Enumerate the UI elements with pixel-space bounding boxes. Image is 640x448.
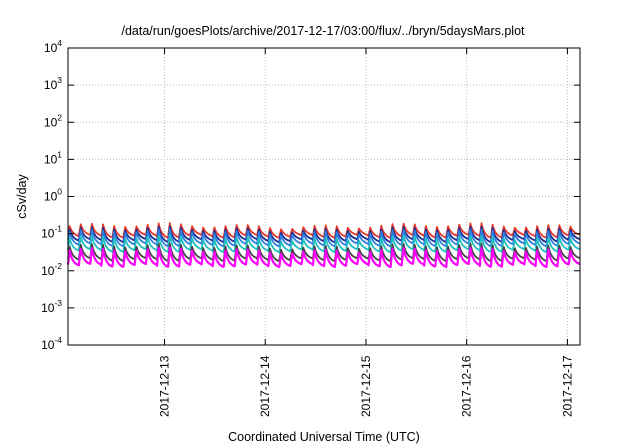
x-tick-label: 2017-12-15 <box>359 355 373 417</box>
y-tick-label: 102 <box>44 112 62 129</box>
y-tick-label: 10-3 <box>41 298 62 315</box>
chart-title: /data/run/goesPlots/archive/2017-12-17/0… <box>121 24 525 38</box>
y-axis-ticks: 10-4 10-3 10-2 10-1 100 101 102 103 104 <box>41 38 580 352</box>
y-tick-label: 101 <box>44 149 62 166</box>
y-tick-label: 10-4 <box>41 335 62 352</box>
x-tick-label: 2017-12-14 <box>258 355 272 417</box>
series-line <box>66 246 581 269</box>
y-tick-label: 100 <box>44 187 62 204</box>
y-axis-label: cSv/day <box>15 174 29 219</box>
y-tick-label: 103 <box>44 75 62 92</box>
x-tick-label: 2017-12-16 <box>460 355 474 417</box>
series-line <box>67 234 581 254</box>
x-tick-label: 2017-12-13 <box>158 355 172 417</box>
y-tick-label: 10-2 <box>41 261 62 278</box>
y-tick-label: 10-1 <box>41 224 62 241</box>
x-tick-label: 2017-12-17 <box>560 355 574 417</box>
y-tick-label: 104 <box>44 38 62 55</box>
series-group <box>66 222 581 269</box>
x-axis-ticks: 2017-12-13 2017-12-14 2017-12-15 2017-12-16… <box>158 48 574 417</box>
x-axis-label: Coordinated Universal Time (UTC) <box>228 430 420 444</box>
